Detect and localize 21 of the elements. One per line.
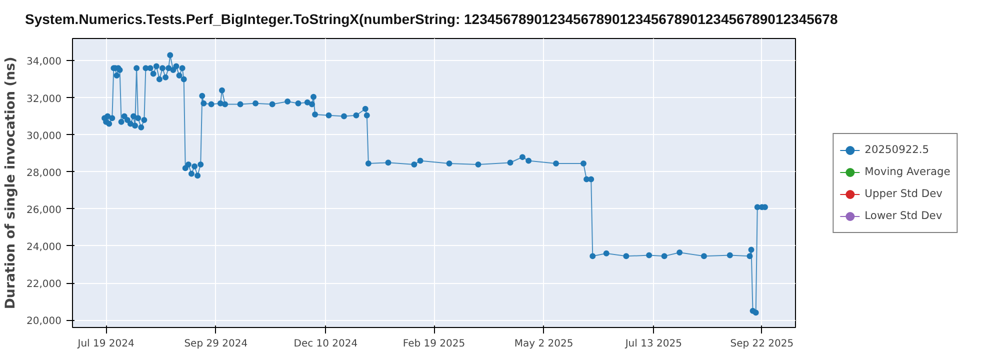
- y-tick-label: 20,000: [26, 316, 62, 328]
- x-tick-label: Jul 19 2024: [76, 338, 134, 350]
- legend-label: Lower Std Dev: [864, 208, 942, 222]
- y-tick-label: 30,000: [26, 130, 62, 142]
- x-tick-label: Sep 29 2024: [184, 338, 248, 350]
- y-tick-label: 32,000: [26, 94, 62, 105]
- y-tick-label: 22,000: [26, 279, 62, 290]
- y-tick-label: 34,000: [26, 56, 62, 68]
- x-tick-label: Sep 22 2025: [730, 338, 794, 350]
- legend-label: Moving Average: [864, 164, 950, 178]
- y-tick-label: 26,000: [26, 204, 62, 216]
- legend-label: Upper Std Dev: [864, 186, 942, 200]
- y-axis-title: Duration of single invocation (ns): [4, 56, 19, 310]
- legend-label: 20250922.5: [864, 142, 930, 156]
- y-tick-label: 24,000: [26, 242, 62, 253]
- x-tick-label: Jul 13 2025: [624, 338, 682, 350]
- x-tick-label: Dec 10 2024: [294, 338, 358, 350]
- chart-title: System.Numerics.Tests.Perf_BigInteger.ToStringX(numberString: 123456789012345678901234567890123456789012345678: [25, 10, 838, 29]
- x-tick-label: May 2 2025: [514, 338, 574, 350]
- x-tick-label: Feb 19 2025: [402, 338, 466, 350]
- y-tick-label: 28,000: [26, 168, 62, 179]
